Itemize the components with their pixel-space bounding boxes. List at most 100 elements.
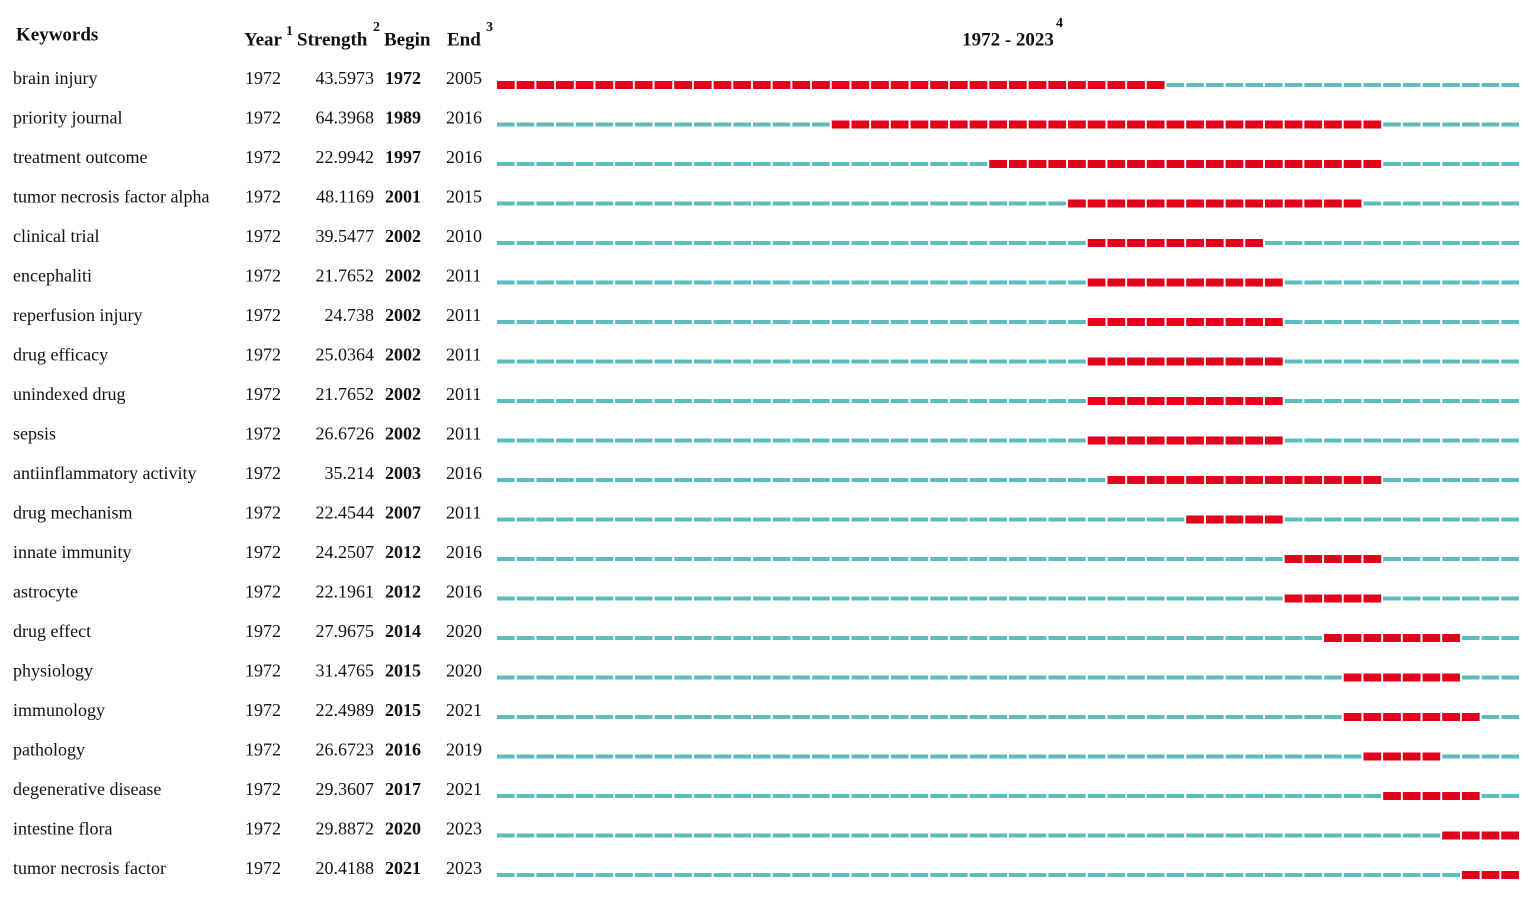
end: 2015 [446,187,482,207]
begin: 2007 [385,503,421,523]
end: 2011 [446,424,481,444]
strength: 24.738 [325,305,375,325]
year: 1972 [245,68,281,88]
strength: 24.2507 [316,542,375,562]
end: 2011 [446,503,481,523]
header-year-note: 1 [286,24,293,39]
end: 2005 [446,68,482,88]
year: 1972 [245,305,281,325]
keyword: unindexed drug [13,384,125,404]
end: 2010 [446,226,482,246]
begin: 1997 [385,147,421,167]
begin: 2002 [385,345,421,365]
keyword: drug effect [13,621,91,641]
keyword: pathology [13,740,85,760]
keyword: astrocyte [13,582,78,602]
begin: 2001 [385,187,421,207]
begin: 2002 [385,266,421,286]
begin: 2002 [385,384,421,404]
strength: 21.7652 [316,266,375,286]
header-year: Year [244,29,283,50]
strength: 26.6726 [316,424,375,444]
keyword: physiology [13,661,93,681]
strength: 20.4188 [316,858,375,878]
year: 1972 [245,542,281,562]
end: 2019 [446,740,482,760]
header-range: 1972 - 2023 [962,29,1054,50]
year: 1972 [245,384,281,404]
begin: 2015 [385,700,421,720]
begin: 2012 [385,582,421,602]
begin: 1989 [385,108,421,128]
strength: 43.5973 [316,68,375,88]
begin: 2002 [385,424,421,444]
keyword: immunology [13,700,105,720]
keyword: antiinflammatory activity [13,463,196,483]
end: 2016 [446,582,482,602]
strength: 29.3607 [316,779,375,799]
year: 1972 [245,740,281,760]
begin: 2002 [385,305,421,325]
end: 2016 [446,108,482,128]
end: 2016 [446,542,482,562]
end: 2023 [446,858,482,878]
strength: 22.9942 [316,147,375,167]
strength: 35.214 [325,463,375,483]
year: 1972 [245,108,281,128]
begin: 2016 [385,740,421,760]
keyword: clinical trial [13,226,99,246]
keyword: drug efficacy [13,345,108,365]
end: 2016 [446,147,482,167]
strength: 31.4765 [316,661,375,681]
end: 2021 [446,779,482,799]
end: 2011 [446,266,481,286]
begin: 2017 [385,779,421,799]
strength: 29.8872 [316,819,375,839]
begin: 2021 [385,858,421,878]
year: 1972 [245,266,281,286]
keyword: treatment outcome [13,147,147,167]
header-keywords: Keywords [16,24,98,45]
begin: 2014 [385,621,421,641]
end: 2011 [446,384,481,404]
year: 1972 [245,700,281,720]
year: 1972 [245,345,281,365]
year: 1972 [245,503,281,523]
header-end: End [447,29,481,50]
strength: 39.5477 [316,226,375,246]
keyword: intestine flora [13,819,112,839]
header-range-note: 4 [1056,16,1063,31]
keyword: brain injury [13,68,97,88]
begin: 2020 [385,819,421,839]
keyword: degenerative disease [13,779,161,799]
keyword: innate immunity [13,542,132,562]
end: 2023 [446,819,482,839]
begin: 2003 [385,463,421,483]
keyword: tumor necrosis factor [13,858,166,878]
year: 1972 [245,582,281,602]
keyword: drug mechanism [13,503,132,523]
year: 1972 [245,819,281,839]
year: 1972 [245,226,281,246]
year: 1972 [245,779,281,799]
year: 1972 [245,187,281,207]
year: 1972 [245,621,281,641]
year: 1972 [245,424,281,444]
keyword: reperfusion injury [13,305,142,325]
end: 2011 [446,305,481,325]
year: 1972 [245,463,281,483]
strength: 26.6723 [316,740,375,760]
begin: 2015 [385,661,421,681]
strength: 22.4989 [316,700,375,720]
strength: 22.1961 [316,582,375,602]
header-strength: Strength [297,29,368,50]
header-begin: Begin [384,29,431,50]
keyword: sepsis [13,424,56,444]
strength: 21.7652 [316,384,375,404]
begin: 1972 [385,68,421,88]
end: 2020 [446,621,482,641]
strength: 64.3968 [316,108,375,128]
begin: 2002 [385,226,421,246]
end: 2020 [446,661,482,681]
